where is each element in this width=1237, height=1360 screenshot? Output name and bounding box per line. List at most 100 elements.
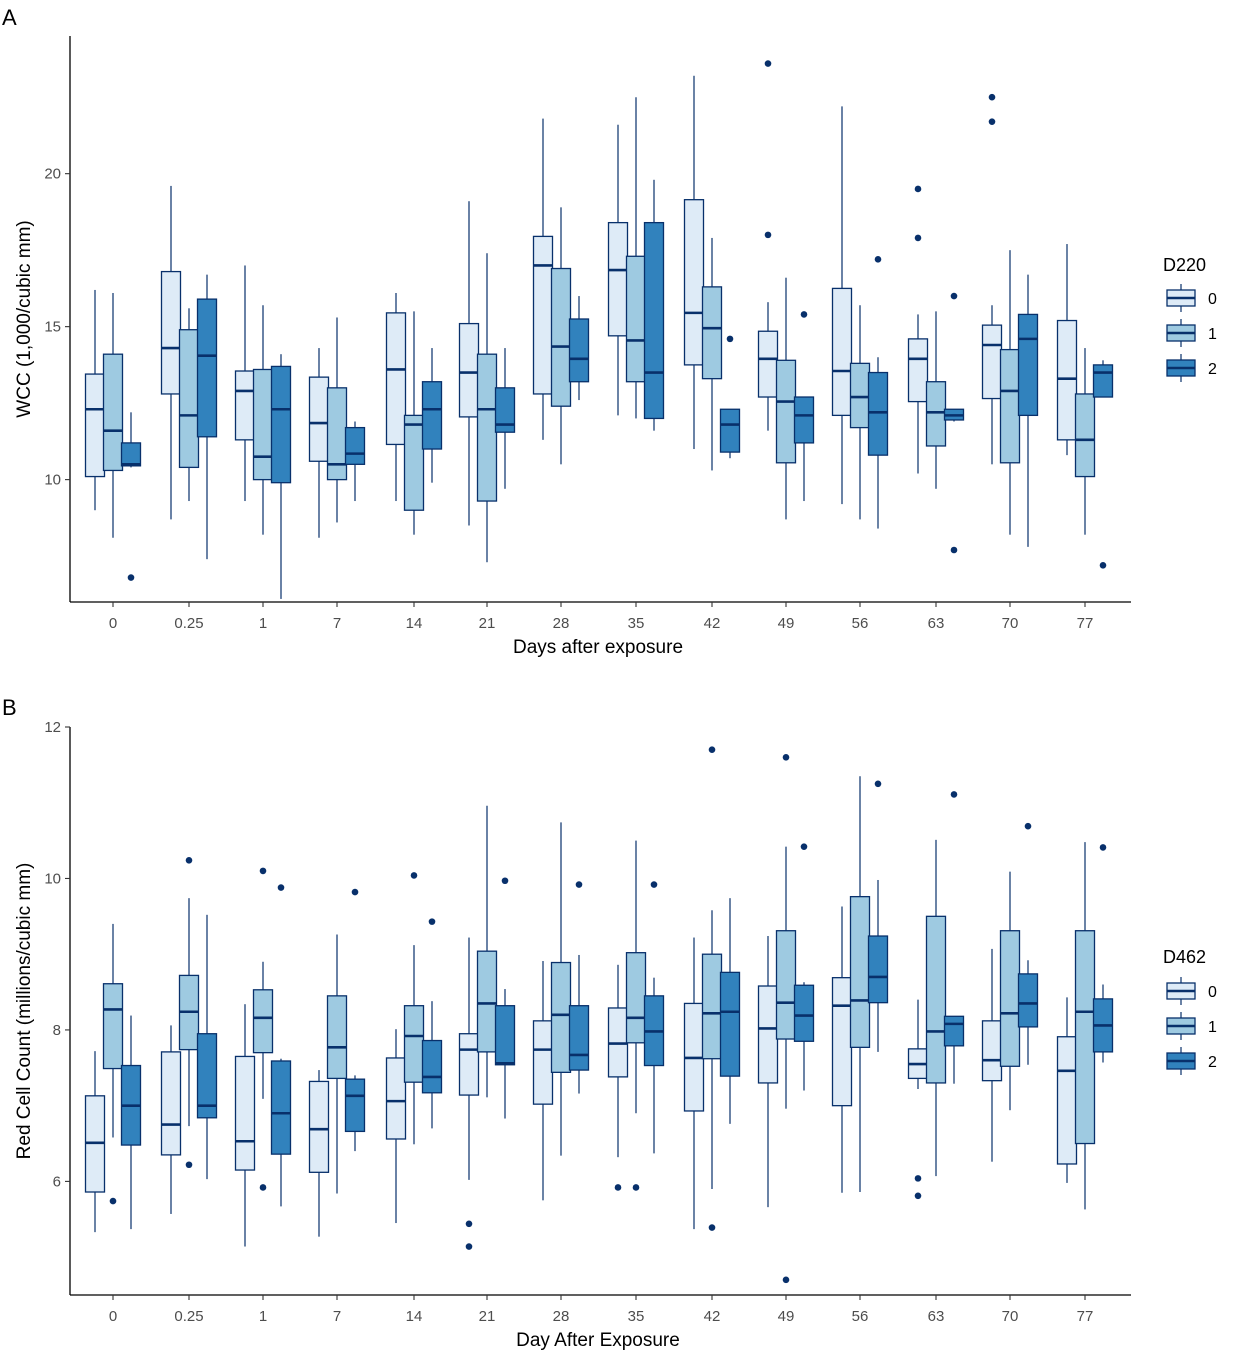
box-iqr xyxy=(270,1060,292,1155)
box-b-series1-7 xyxy=(326,934,348,1194)
outlier-point xyxy=(988,118,996,125)
box-a-series2-14 xyxy=(421,348,443,483)
box-iqr xyxy=(981,324,1003,400)
outlier-point xyxy=(800,311,808,318)
box-iqr xyxy=(403,1005,425,1083)
box-b-series0-70 xyxy=(981,948,1003,1162)
box-a-series1-0 xyxy=(102,292,124,538)
y-tick-label-b-3: 12 xyxy=(44,719,61,736)
legend-label-a-1: 1 xyxy=(1208,326,1217,343)
x-tick-label-b-5: 21 xyxy=(479,1308,496,1325)
x-tick-label-a-5: 21 xyxy=(479,615,496,632)
box-b-series1-77 xyxy=(1074,842,1096,1210)
box-iqr xyxy=(476,950,498,1053)
box-a-series2-56 xyxy=(867,256,889,529)
box-iqr xyxy=(793,396,815,444)
box-a-series0-21 xyxy=(458,201,480,526)
box-iqr xyxy=(999,930,1021,1067)
box-a-series2-0.25 xyxy=(196,274,218,560)
box-iqr xyxy=(458,1033,480,1096)
box-iqr xyxy=(625,952,647,1044)
outlier-point xyxy=(914,234,922,242)
box-b-series2-21 xyxy=(494,877,516,1119)
box-a-series2-1 xyxy=(270,354,292,599)
box-iqr xyxy=(458,322,480,418)
box-iqr xyxy=(84,373,106,478)
box-iqr xyxy=(849,895,871,1049)
outlier-point xyxy=(950,292,958,300)
box-iqr xyxy=(385,1057,407,1140)
box-b-series1-14 xyxy=(403,872,425,1145)
box-iqr xyxy=(925,381,947,447)
y-tick-label-a-2: 20 xyxy=(44,166,61,183)
box-iqr xyxy=(831,287,853,417)
box-iqr xyxy=(196,1033,218,1119)
box-iqr xyxy=(550,267,572,407)
x-tick-label-b-11: 63 xyxy=(928,1308,945,1325)
box-iqr xyxy=(793,984,815,1042)
x-tick-label-a-3: 7 xyxy=(333,615,341,632)
box-iqr xyxy=(344,1078,366,1133)
box-a-series1-42 xyxy=(701,237,723,471)
outlier-point xyxy=(410,872,418,879)
box-b-series1-28 xyxy=(550,822,572,1156)
box-b-series0-7 xyxy=(308,1070,330,1237)
box-b-series2-1 xyxy=(270,884,292,1207)
box-b-series0-35 xyxy=(607,964,629,1191)
box-a-series0-0 xyxy=(84,289,106,511)
x-tick-label-a-12: 70 xyxy=(1002,615,1019,632)
box-a-series2-77 xyxy=(1092,360,1114,569)
box-iqr xyxy=(120,442,142,467)
outlier-point xyxy=(465,1220,473,1228)
box-a-series1-1 xyxy=(252,305,274,535)
box-b-series2-77 xyxy=(1092,844,1114,1063)
outlier-point xyxy=(501,877,509,885)
box-iqr xyxy=(943,1015,965,1047)
box-iqr xyxy=(234,1055,256,1171)
outlier-point xyxy=(950,546,958,554)
box-a-series1-7 xyxy=(326,317,348,523)
panel-letter-a: A xyxy=(2,5,17,30)
legend-label-a-2: 2 xyxy=(1208,361,1217,378)
x-tick-label-b-2: 1 xyxy=(259,1308,267,1325)
x-tick-label-b-4: 14 xyxy=(406,1308,423,1325)
legend-b: D462 0 1 2 xyxy=(1163,947,1217,1075)
box-a-series0-49 xyxy=(757,60,779,431)
y-axis-title-a: WCC (1,000/cubic mm) xyxy=(14,220,35,417)
box-b-series1-1 xyxy=(252,867,274,1191)
box-iqr xyxy=(719,971,741,1077)
panel-letter-b: B xyxy=(2,695,17,720)
box-iqr xyxy=(757,985,779,1084)
box-a-series0-63 xyxy=(907,185,929,474)
legend-title-b: D462 xyxy=(1163,947,1206,967)
box-iqr xyxy=(326,995,348,1080)
box-iqr xyxy=(907,338,929,403)
outlier-point xyxy=(764,231,772,239)
box-b-series1-42 xyxy=(701,746,723,1231)
outlier-point xyxy=(185,1161,193,1169)
legend-label-a-0: 0 xyxy=(1208,291,1217,308)
box-b-series1-0.25 xyxy=(178,856,200,1169)
x-tick-label-b-0: 0 xyxy=(109,1308,117,1325)
box-a-series1-56 xyxy=(849,305,871,520)
box-iqr xyxy=(1017,313,1039,417)
box-a-series2-63 xyxy=(943,292,965,554)
box-iqr xyxy=(494,1005,516,1066)
box-a-series0-56 xyxy=(831,106,853,505)
outlier-point xyxy=(708,1224,716,1231)
outlier-point xyxy=(428,918,436,925)
x-tick-label-a-0: 0 xyxy=(109,615,117,632)
box-iqr xyxy=(981,1020,1003,1082)
outlier-point xyxy=(1024,822,1032,830)
y-tick-label-a-0: 10 xyxy=(44,472,61,489)
box-iqr xyxy=(568,318,590,383)
box-iqr xyxy=(867,371,889,456)
box-iqr xyxy=(1017,973,1039,1028)
x-axis-title-a: Days after exposure xyxy=(513,637,683,658)
x-tick-label-a-4: 14 xyxy=(406,615,423,632)
box-b-series1-70 xyxy=(999,871,1021,1111)
box-iqr xyxy=(326,387,348,481)
x-tick-label-b-8: 42 xyxy=(704,1308,721,1325)
